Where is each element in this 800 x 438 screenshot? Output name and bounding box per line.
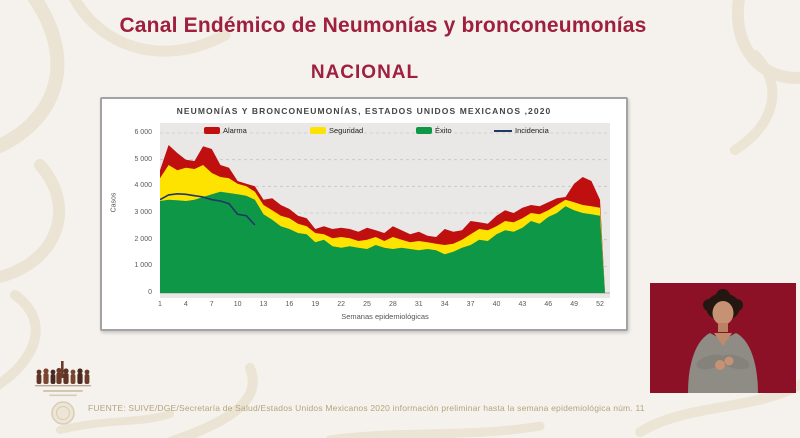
y-tick-label: 0 [148, 289, 152, 296]
y-axis-ticks: 6 000 5 000 4 000 3 000 2 000 1 000 0 [106, 123, 156, 298]
x-tick-label: 49 [570, 301, 578, 308]
x-tick-label: 22 [337, 301, 346, 308]
x-tick-label: 25 [363, 301, 371, 308]
x-tick-label: 7 [209, 301, 214, 308]
x-tick-label: 31 [414, 301, 423, 308]
x-tick-label: 43 [518, 301, 527, 308]
y-tick-label: 1 000 [134, 262, 152, 270]
x-axis-ticks: 1 4 7 10 13 16 19 22 25 28 31 34 37 40 43 46 49 52 [158, 301, 610, 311]
chart-title: NEUMONÍAS Y BRONCONEUMONÍAS, ESTADOS UNI… [176, 106, 552, 116]
legend-swatch-alarma [204, 127, 220, 134]
legend-swatch-incidencia [494, 129, 512, 132]
x-tick-label: 52 [596, 301, 604, 308]
x-tick-label: 13 [259, 301, 268, 308]
legend-label: Seguridad [329, 126, 364, 135]
x-tick-label: 28 [389, 301, 397, 308]
sign-language-interpreter-video [650, 283, 796, 393]
x-tick-label: 34 [440, 301, 449, 308]
x-tick-label: 40 [492, 301, 501, 308]
legend-item-alarma: Alarma [204, 126, 247, 135]
x-tick-label: 10 [233, 301, 242, 308]
chart-panel: NEUMONÍAS Y BRONCONEUMONÍAS, ESTADOS UNI… [100, 97, 628, 331]
legend-label: Éxito [435, 126, 452, 135]
y-tick-label: 3 000 [134, 209, 152, 216]
footer-source: FUENTE: SUIVE/DGE/Secretaría de Salud/Es… [88, 403, 645, 413]
y-tick-label: 2 000 [134, 235, 152, 243]
government-logo-illustration [35, 361, 91, 425]
x-tick-label: 19 [311, 301, 320, 308]
legend-item-seguridad: Seguridad [310, 126, 363, 135]
legend-label: Incidencia [515, 126, 549, 135]
y-tick-label: 6 000 [134, 129, 152, 136]
chart-legend: Alarma Seguridad Éxito Incidencia [160, 126, 610, 140]
legend-label: Alarma [223, 126, 247, 135]
line-incidencia [160, 192, 256, 226]
legend-item-éxito: Éxito [416, 126, 452, 135]
page-subtitle: NACIONAL [310, 62, 420, 83]
x-tick-label: 37 [466, 301, 475, 308]
government-logo [34, 360, 92, 432]
x-tick-label: 46 [544, 301, 553, 308]
legend-item-incidencia: Incidencia [494, 126, 549, 135]
area-éxito [160, 191, 605, 293]
endemic-channel-chart [160, 132, 610, 294]
x-tick-label: 1 [158, 301, 162, 308]
legend-swatch-seguridad [310, 127, 326, 134]
page-title: Canal Endémico de Neumonías y bronconeum… [119, 14, 647, 37]
plot-area: Alarma Seguridad Éxito Incidencia [160, 123, 610, 298]
y-tick-label: 5 000 [134, 155, 152, 163]
interpreter-illustration [650, 283, 796, 393]
legend-swatch-éxito [416, 127, 432, 134]
x-axis-title: Semanas epidemiológicas [341, 312, 429, 321]
x-tick-label: 4 [183, 301, 188, 308]
y-tick-label: 4 000 [134, 182, 152, 190]
x-tick-label: 16 [285, 301, 294, 308]
